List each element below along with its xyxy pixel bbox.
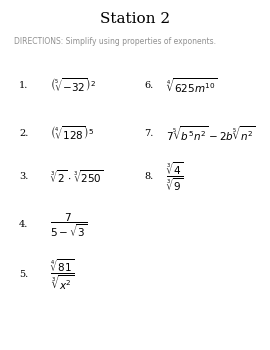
Text: $7\sqrt[5]{b^{5}n^{2}}-2b\sqrt[5]{n^{2}}$: $7\sqrt[5]{b^{5}n^{2}}-2b\sqrt[5]{n^{2}}…: [166, 124, 256, 143]
Text: $\dfrac{\sqrt[3]{4}}{\sqrt[3]{9}}$: $\dfrac{\sqrt[3]{4}}{\sqrt[3]{9}}$: [166, 160, 184, 193]
Text: Station 2: Station 2: [100, 12, 170, 26]
Text: 4.: 4.: [19, 220, 28, 229]
Text: $\dfrac{\sqrt[4]{81}}{\sqrt[3]{x^{2}}}$: $\dfrac{\sqrt[4]{81}}{\sqrt[3]{x^{2}}}$: [50, 258, 74, 292]
Text: 5.: 5.: [19, 270, 28, 279]
Text: 2.: 2.: [19, 129, 28, 138]
Text: 8.: 8.: [144, 172, 154, 181]
Text: $\left(\sqrt[5]{-32}\right)^{2}$: $\left(\sqrt[5]{-32}\right)^{2}$: [50, 77, 96, 94]
Text: 7.: 7.: [144, 129, 154, 138]
Text: DIRECTIONS: Simplify using properties of exponents.: DIRECTIONS: Simplify using properties of…: [14, 37, 215, 46]
Text: 1.: 1.: [19, 81, 28, 90]
Text: $\left(\sqrt[4]{128}\right)^{5}$: $\left(\sqrt[4]{128}\right)^{5}$: [50, 125, 94, 142]
Text: 6.: 6.: [144, 81, 154, 90]
Text: 3.: 3.: [19, 172, 28, 181]
Text: $\sqrt[4]{625m^{10}}$: $\sqrt[4]{625m^{10}}$: [166, 77, 218, 95]
Text: $\dfrac{7}{5-\sqrt{3}}$: $\dfrac{7}{5-\sqrt{3}}$: [50, 211, 87, 239]
Text: $\sqrt[3]{2}\cdot\sqrt[3]{250}$: $\sqrt[3]{2}\cdot\sqrt[3]{250}$: [50, 168, 104, 185]
